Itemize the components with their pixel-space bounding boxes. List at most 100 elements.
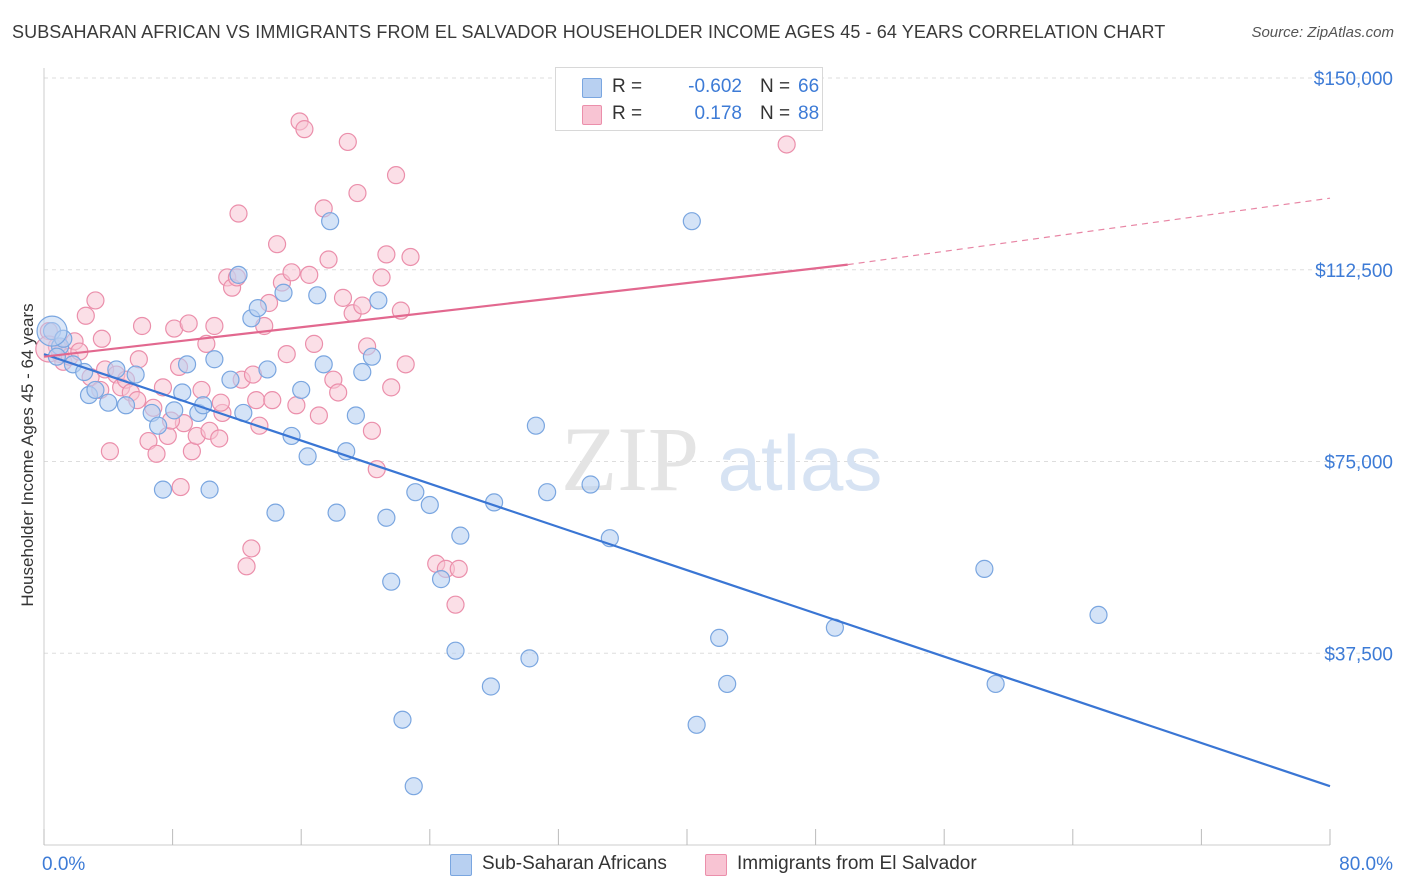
data-point-el-salvador — [277, 345, 296, 364]
x-tick-labels: 0.0% 80.0% — [42, 854, 1393, 875]
legend-r-value: 0.178 — [694, 103, 742, 124]
trend-line-sub-saharan — [43, 353, 1331, 788]
data-point-el-salvador — [353, 296, 372, 315]
data-point-sub-saharan — [337, 442, 356, 461]
data-point-sub-saharan — [353, 362, 372, 382]
legend-swatch-blue — [582, 78, 602, 98]
data-point-sub-saharan — [153, 480, 173, 499]
data-point-sub-saharan — [248, 299, 267, 318]
data-point-el-salvador — [211, 393, 230, 412]
data-point-sub-saharan — [538, 483, 557, 502]
data-point-sub-saharan — [321, 212, 340, 231]
data-point-el-salvador — [777, 135, 796, 154]
legend-n-value: 66 — [798, 76, 820, 97]
data-point-sub-saharan — [292, 380, 311, 400]
data-point-sub-saharan — [308, 286, 327, 305]
watermark-atlas: atlas — [718, 419, 883, 507]
data-point-sub-saharan — [446, 641, 465, 660]
data-point-el-salvador — [382, 378, 401, 397]
series-sub-saharan-points — [36, 212, 1108, 796]
y-axis-label: Householder Income Ages 45 - 64 years — [18, 303, 37, 607]
data-point-sub-saharan — [406, 483, 425, 502]
data-point-el-salvador — [205, 316, 224, 336]
data-point-sub-saharan — [975, 559, 994, 578]
data-point-el-salvador — [309, 406, 328, 425]
source-label: Source: ZipAtlas.com — [1251, 24, 1394, 41]
data-point-sub-saharan — [327, 503, 346, 522]
data-point-el-salvador — [86, 291, 105, 310]
data-point-el-salvador — [377, 245, 396, 264]
legend-r-label: R = — [612, 103, 643, 124]
y-tick-label: $75,000 — [1324, 453, 1393, 474]
data-point-sub-saharan — [274, 283, 293, 302]
series-immigrants-el-salvador-points — [35, 112, 796, 614]
legend-n-label: N = — [760, 76, 791, 97]
data-point-sub-saharan — [520, 649, 539, 668]
data-point-el-salvador — [229, 204, 248, 223]
axes — [43, 68, 1331, 846]
data-point-el-salvador — [182, 442, 201, 461]
bottom-legend-swatch-pink — [705, 854, 727, 876]
data-point-sub-saharan — [710, 628, 729, 648]
data-point-sub-saharan — [718, 674, 737, 694]
data-point-el-salvador — [329, 383, 348, 402]
data-point-el-salvador — [132, 316, 152, 336]
data-point-el-salvador — [171, 477, 190, 497]
data-point-sub-saharan — [451, 526, 470, 545]
data-point-sub-saharan — [682, 212, 701, 231]
data-point-el-salvador — [247, 391, 266, 410]
data-point-el-salvador — [210, 429, 229, 448]
data-point-el-salvador — [263, 391, 282, 410]
data-point-sub-saharan — [526, 416, 545, 435]
data-point-sub-saharan — [369, 291, 388, 310]
x-tick-label: 0.0% — [42, 854, 85, 875]
data-point-el-salvador — [348, 183, 367, 203]
data-point-el-salvador — [300, 265, 319, 284]
correlation-legend: R = -0.602 N = 66 R = 0.178 N = 88 — [555, 67, 823, 131]
data-point-sub-saharan — [200, 480, 219, 499]
data-point-sub-saharan — [393, 710, 412, 729]
data-point-sub-saharan — [1089, 605, 1108, 625]
data-point-el-salvador — [237, 557, 256, 576]
data-point-sub-saharan — [99, 393, 118, 412]
data-point-sub-saharan — [377, 508, 396, 527]
data-point-el-salvador — [179, 314, 198, 333]
trend-line-el-salvador — [43, 263, 848, 358]
legend-r-value: -0.602 — [688, 76, 742, 97]
legend-n-value: 88 — [798, 103, 820, 124]
data-point-sub-saharan — [165, 401, 184, 420]
legend-swatch-pink — [582, 105, 602, 125]
data-point-sub-saharan — [431, 570, 451, 589]
data-point-el-salvador — [304, 334, 324, 353]
data-point-sub-saharan — [298, 447, 317, 466]
data-point-el-salvador — [362, 421, 382, 440]
data-point-sub-saharan — [314, 355, 333, 374]
trend-lines — [43, 197, 1331, 788]
watermark-zip: ZIP — [561, 408, 699, 510]
data-point-sub-saharan — [75, 362, 94, 382]
data-point-sub-saharan — [229, 265, 248, 284]
data-point-sub-saharan — [258, 360, 277, 379]
data-point-sub-saharan — [126, 365, 145, 384]
data-point-el-salvador — [396, 355, 415, 374]
data-point-el-salvador — [100, 442, 120, 461]
data-point-el-salvador — [295, 120, 314, 139]
data-point-el-salvador — [449, 559, 468, 578]
data-point-sub-saharan — [149, 416, 168, 435]
data-point-sub-saharan — [86, 380, 105, 400]
data-point-el-salvador — [446, 595, 465, 614]
legend-r-label: R = — [612, 76, 643, 97]
data-point-sub-saharan — [221, 370, 240, 389]
trend-line-el-salvador-extension — [847, 197, 1331, 266]
data-point-el-salvador — [147, 444, 166, 463]
y-tick-labels: $37,500 $75,000 $112,500 $150,000 — [1314, 69, 1393, 665]
data-point-el-salvador — [287, 396, 306, 415]
data-point-sub-saharan — [420, 495, 439, 515]
data-point-el-salvador — [92, 329, 111, 348]
data-point-sub-saharan — [266, 503, 285, 522]
y-tick-label: $37,500 — [1324, 644, 1393, 665]
data-point-el-salvador — [242, 539, 261, 558]
data-point-sub-saharan — [177, 355, 197, 374]
data-point-sub-saharan — [382, 572, 401, 591]
data-point-el-salvador — [386, 166, 406, 185]
